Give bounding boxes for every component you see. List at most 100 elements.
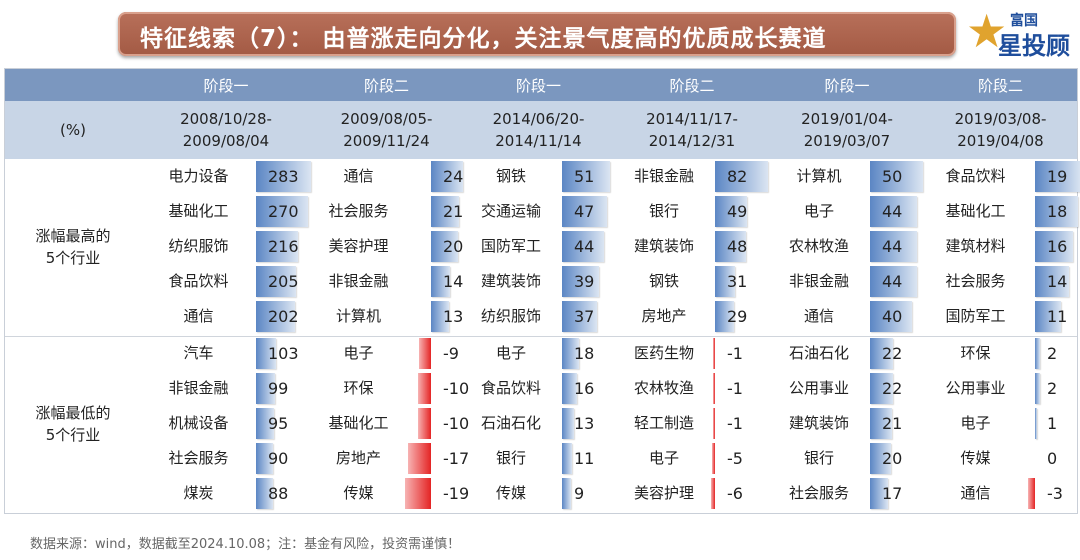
industry-name: 社会服务 bbox=[328, 202, 389, 220]
industry-name: 汽车 bbox=[183, 344, 214, 362]
section-label-top: 涨幅最高的 5个行业 bbox=[5, 225, 141, 269]
value-label: 0 bbox=[1047, 449, 1058, 468]
positive-bar bbox=[256, 161, 311, 192]
value-label: -19 bbox=[443, 484, 470, 503]
positive-bar bbox=[562, 478, 571, 509]
value-cell: 29 bbox=[713, 299, 769, 334]
industry-name: 煤炭 bbox=[183, 484, 214, 502]
value-label: 88 bbox=[268, 484, 289, 503]
negative-bar bbox=[1027, 478, 1035, 509]
value-cell: 9 bbox=[560, 476, 615, 511]
stage-header: 阶段二 bbox=[977, 77, 1023, 95]
value-label: 14 bbox=[1047, 272, 1068, 291]
value-label: 2 bbox=[1047, 344, 1058, 363]
value-cell: 205 bbox=[256, 264, 311, 299]
value-cell: 22 bbox=[868, 336, 924, 371]
value-cell: -3 bbox=[1027, 476, 1077, 511]
industry-name: 环保 bbox=[343, 379, 374, 397]
value-cell: 283 bbox=[256, 159, 311, 194]
industry-name: 电子 bbox=[960, 414, 991, 432]
value-cell: 202 bbox=[256, 299, 311, 334]
positive-bar bbox=[715, 196, 747, 227]
industry-name: 通信 bbox=[183, 307, 214, 325]
value-label: 20 bbox=[443, 237, 464, 256]
industry-name: 银行 bbox=[648, 202, 679, 220]
value-label: 40 bbox=[882, 307, 903, 326]
stage-header: 阶段一 bbox=[824, 77, 870, 95]
value-label: 49 bbox=[727, 202, 748, 221]
value-cell: 99 bbox=[256, 371, 311, 406]
industry-name: 非银金融 bbox=[168, 379, 229, 397]
period-line: 2019/04/08 bbox=[957, 132, 1044, 150]
industry-name: 食品饮料 bbox=[480, 379, 541, 397]
industry-name: 基础化工 bbox=[945, 202, 1006, 220]
industry-name: 环保 bbox=[960, 344, 991, 362]
positive-bar bbox=[870, 478, 889, 509]
value-label: 11 bbox=[574, 449, 595, 468]
value-cell: 51 bbox=[560, 159, 615, 194]
title-banner: 特征线索（7）： 由普涨走向分化，关注景气度高的优质成长赛道 bbox=[118, 12, 956, 56]
period-header: 2014/11/17- 2014/12/31 bbox=[615, 108, 769, 152]
value-label: 99 bbox=[268, 379, 289, 398]
value-cell: 37 bbox=[560, 299, 615, 334]
positive-bar bbox=[431, 231, 458, 262]
industry-name: 国防军工 bbox=[945, 307, 1006, 325]
value-cell: 24 bbox=[406, 159, 464, 194]
value-cell: 20 bbox=[868, 441, 924, 476]
value-cell: 22 bbox=[868, 371, 924, 406]
star-icon: ★ bbox=[966, 4, 1008, 58]
positive-bar bbox=[715, 301, 734, 332]
period-line: 2014/11/17- bbox=[646, 110, 738, 128]
positive-bar bbox=[256, 301, 296, 332]
positive-bar bbox=[431, 301, 449, 332]
industry-name: 传媒 bbox=[960, 449, 991, 467]
value-cell: 11 bbox=[560, 441, 615, 476]
value-label: 95 bbox=[268, 414, 289, 433]
period-header: 2009/08/05- 2009/11/24 bbox=[311, 108, 462, 152]
section-label-bottom: 涨幅最低的 5个行业 bbox=[5, 402, 141, 446]
industry-name: 传媒 bbox=[343, 484, 374, 502]
negative-bar bbox=[713, 338, 715, 369]
industry-name: 通信 bbox=[343, 167, 374, 185]
value-label: 21 bbox=[882, 414, 903, 433]
positive-bar bbox=[256, 478, 274, 509]
period-line: 2009/08/05- bbox=[340, 110, 433, 128]
value-label: 44 bbox=[882, 202, 903, 221]
industry-name: 传媒 bbox=[495, 484, 526, 502]
positive-bar bbox=[562, 231, 604, 262]
industry-name: 纺织服饰 bbox=[168, 237, 229, 255]
industry-name: 非银金融 bbox=[633, 167, 694, 185]
positive-bar bbox=[870, 266, 917, 297]
negative-bar bbox=[711, 478, 715, 509]
industry-name: 石油石化 bbox=[788, 344, 849, 362]
industry-name: 社会服务 bbox=[788, 484, 849, 502]
value-cell: 103 bbox=[256, 336, 311, 371]
value-label: 50 bbox=[882, 167, 903, 186]
positive-bar bbox=[1035, 338, 1040, 369]
value-cell: 49 bbox=[713, 194, 769, 229]
stage-header: 阶段一 bbox=[203, 77, 249, 95]
positive-bar bbox=[562, 443, 573, 474]
value-label: 29 bbox=[727, 307, 748, 326]
value-label: 18 bbox=[574, 344, 595, 363]
industry-name: 银行 bbox=[495, 449, 526, 467]
industry-name: 交通运输 bbox=[480, 202, 541, 220]
value-cell: 13 bbox=[560, 406, 615, 441]
industry-name: 非银金融 bbox=[328, 272, 389, 290]
positive-bar bbox=[715, 161, 769, 192]
positive-bar bbox=[1035, 301, 1062, 332]
header-stage-row: 阶段一 阶段二 阶段一 阶段二 阶段一 阶段二 bbox=[5, 69, 1077, 101]
value-cell: 44 bbox=[868, 229, 924, 264]
value-label: 39 bbox=[574, 272, 595, 291]
period-line: 2008/10/28- bbox=[180, 110, 272, 128]
positive-bar bbox=[870, 231, 917, 262]
positive-bar bbox=[1035, 408, 1038, 439]
value-cell: 21 bbox=[406, 194, 463, 229]
positive-bar bbox=[256, 443, 274, 474]
industry-name: 轻工制造 bbox=[633, 414, 694, 432]
positive-bar bbox=[256, 266, 296, 297]
value-label: 270 bbox=[268, 202, 299, 221]
value-cell: 0 bbox=[1027, 441, 1077, 476]
industry-name: 通信 bbox=[803, 307, 834, 325]
negative-bar bbox=[408, 443, 431, 474]
